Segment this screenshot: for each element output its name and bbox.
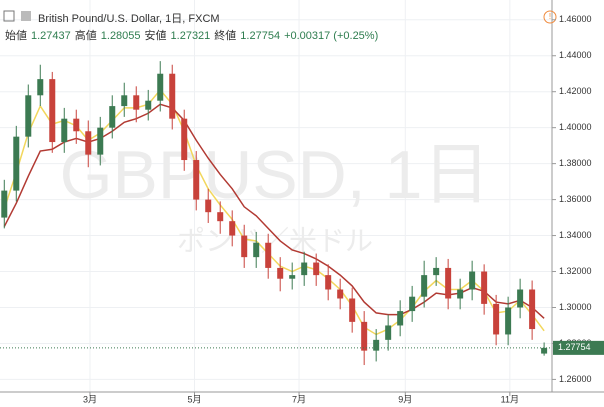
candle-body — [337, 289, 344, 299]
candle-body — [529, 289, 536, 330]
y-tick-label: 1.32000 — [559, 266, 592, 276]
candle-body — [373, 339, 380, 351]
ohlc-label: 終値 — [214, 30, 237, 42]
watermark-sub: ポンド／米ドル — [177, 225, 373, 256]
last-price-box — [553, 340, 604, 355]
menu-icon[interactable] — [3, 10, 15, 22]
candle-body — [25, 95, 32, 137]
candle-body — [289, 275, 296, 279]
candle-body — [397, 311, 404, 326]
candle-body — [1, 190, 8, 218]
y-tick-label: 1.42000 — [559, 86, 592, 96]
candle-body — [469, 271, 476, 290]
y-tick-label: 1.40000 — [559, 122, 592, 132]
candle-body — [61, 118, 68, 143]
x-tick-label: 5月 — [188, 394, 202, 404]
y-tick-label: 1.46000 — [559, 14, 592, 24]
candle-body — [85, 131, 92, 155]
candle-body — [13, 136, 20, 191]
ohlc-label: 始値 — [5, 30, 27, 42]
change: +0.00317 (+0.25%) — [284, 30, 379, 42]
ohlc-value: 1.27437 — [31, 30, 71, 42]
y-tick-label: 1.30000 — [559, 302, 592, 312]
y-tick-label: 1.34000 — [559, 230, 592, 240]
candle-body — [361, 321, 368, 351]
candle-body — [265, 242, 272, 268]
watermark: GBPUSD, 1日 — [60, 137, 491, 213]
candle-body — [181, 118, 188, 161]
candle-body — [205, 199, 212, 213]
symbol-icon[interactable] — [21, 11, 31, 21]
candle-body — [445, 267, 452, 299]
candle-body — [517, 289, 524, 308]
x-tick-label: 7月 — [292, 394, 306, 404]
ohlc-value: 1.27754 — [240, 30, 281, 42]
candle-body — [409, 296, 416, 312]
ohlc-label: 安値 — [144, 30, 167, 42]
candle-body — [145, 100, 152, 110]
candle-body — [457, 289, 464, 299]
plot-area — [0, 0, 552, 392]
alert-icon-mark: ! — [549, 12, 551, 21]
candle-body — [49, 79, 56, 143]
ohlc-value: 1.27321 — [170, 30, 211, 42]
candle-body — [433, 267, 440, 276]
moving-average — [3, 103, 545, 319]
alert-icon[interactable] — [543, 10, 557, 24]
title: British Pound/U.S. Dollar, 1日, FXCM — [38, 13, 220, 25]
ohlc-label: 高値 — [74, 30, 97, 42]
candle-body — [481, 271, 488, 304]
candle-body — [325, 275, 332, 290]
y-tick-label: 1.36000 — [559, 194, 592, 204]
candle-body — [97, 127, 104, 155]
candle-body — [349, 298, 356, 322]
y-tick-label: 1.44000 — [559, 50, 592, 60]
candle-body — [121, 95, 128, 107]
y-tick-label: 1.38000 — [559, 158, 592, 168]
candle-body — [229, 221, 236, 236]
candle-body — [493, 303, 500, 335]
last-price-label: 1.27754 — [558, 342, 591, 352]
candle-body — [193, 160, 200, 200]
y-tick-label: 1.26000 — [559, 374, 592, 384]
candle-body — [385, 325, 392, 340]
candle-body — [301, 262, 308, 276]
moving-average — [3, 88, 545, 336]
header-title: British Pound/U.S. Dollar, 1日, FXCM — [38, 10, 224, 26]
candle-body — [277, 267, 284, 279]
candle-body — [217, 212, 224, 222]
candle-body — [541, 347, 548, 354]
ohlc-header: 始値 1.27437 高値 1.28055 安値 1.27321 終値 1.27754 +0.0… — [5, 27, 382, 43]
candle-body — [133, 95, 140, 110]
candle-body — [157, 73, 164, 101]
x-tick-label: 9月 — [398, 394, 412, 404]
ohlc-value: 1.28055 — [100, 30, 141, 42]
candle-body — [421, 275, 428, 297]
candle-body — [253, 242, 260, 258]
candle-body — [37, 79, 44, 96]
candle-body — [73, 118, 80, 132]
candle-body — [241, 235, 248, 258]
candle-body — [505, 307, 512, 335]
candle-body — [109, 106, 116, 128]
x-tick-label: 11月 — [501, 394, 519, 404]
candle-body — [313, 262, 320, 276]
x-tick-label: 3月 — [83, 394, 97, 404]
candle-body — [169, 73, 176, 119]
